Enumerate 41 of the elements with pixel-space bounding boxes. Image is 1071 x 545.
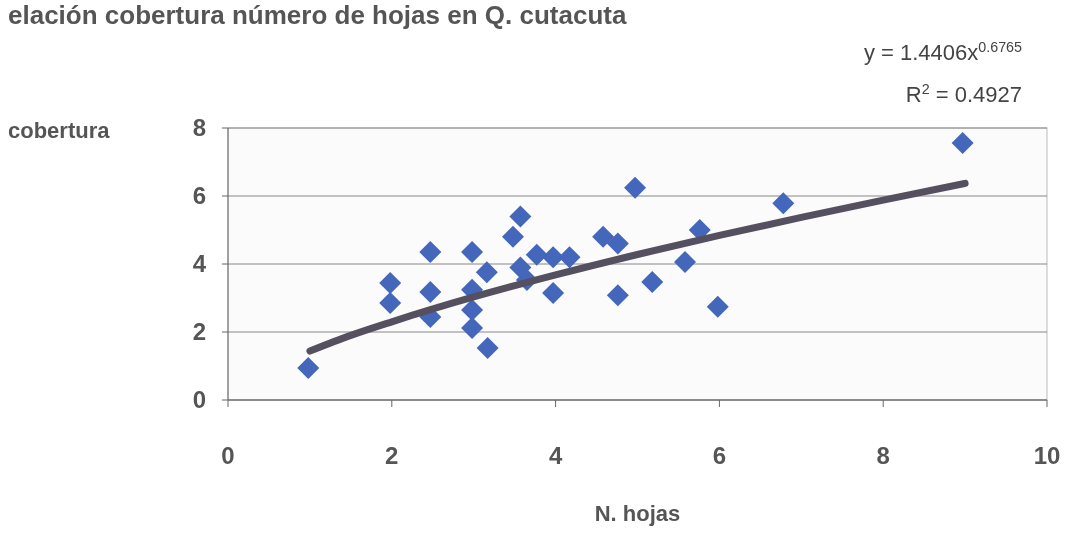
point (606, 232, 629, 255)
point (525, 243, 548, 266)
point (476, 336, 499, 359)
point (542, 281, 565, 304)
point (624, 176, 647, 199)
point (475, 261, 498, 284)
y-tick-label: 0 (192, 386, 206, 414)
point (772, 192, 795, 215)
point (951, 131, 974, 154)
point (419, 280, 442, 303)
point (419, 241, 442, 264)
point (509, 256, 532, 279)
point (509, 205, 532, 228)
x-tick-label: 4 (548, 442, 563, 469)
point (461, 298, 484, 321)
point (606, 284, 629, 307)
text: y = 1.4406x$^{0.6765}$ (863, 39, 1023, 65)
point (297, 357, 320, 380)
point (641, 271, 664, 294)
chart-title: elación cobertura número de hojas en Q. cutacuta (8, 0, 627, 30)
point (461, 241, 484, 264)
y-axis-title: cobertura (8, 118, 111, 143)
text: R$^{2}$ = 0.4927 (905, 81, 1022, 107)
point (592, 225, 615, 248)
x-tick-label: 6 (712, 442, 727, 469)
point (558, 246, 581, 269)
point (461, 316, 484, 339)
y-tick-label: 4 (192, 250, 207, 278)
x-axis-title: N. hojas (594, 501, 681, 526)
x-tick-label: 0 (221, 442, 235, 469)
point (379, 292, 402, 315)
x-tick-label: 10 (1033, 442, 1061, 469)
y-tick-label: 8 (192, 114, 206, 142)
y-tick-label: 2 (192, 318, 206, 346)
x-tick-label: 2 (385, 442, 399, 469)
point (706, 295, 729, 318)
point (674, 250, 696, 273)
point (502, 225, 525, 248)
x-tick-label: 8 (876, 442, 890, 469)
y-tick-label: 6 (192, 182, 206, 210)
point (379, 272, 402, 295)
